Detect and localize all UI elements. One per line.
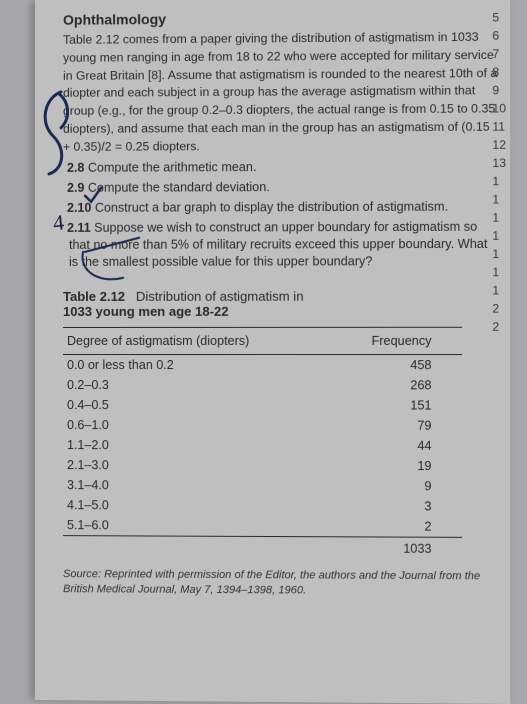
table-total-row: 1033 xyxy=(63,535,462,558)
margin-num: 1 xyxy=(492,281,506,299)
cell-freq: 44 xyxy=(330,435,462,455)
cell-range: 3.1–4.0 xyxy=(63,475,330,496)
table-header-row: Degree of astigmatism (diopters) Frequen… xyxy=(63,327,462,354)
cell-freq: 268 xyxy=(330,375,462,395)
cell-empty xyxy=(63,535,330,558)
question-number: 2.10 xyxy=(67,200,91,214)
question-text: Compute the standard deviation. xyxy=(88,180,270,195)
cell-freq: 2 xyxy=(330,516,462,537)
question-text: Compute the arithmetic mean. xyxy=(88,160,256,175)
cell-freq: 151 xyxy=(330,395,462,415)
source-text: Reprinted with permission of the Editor,… xyxy=(63,568,480,596)
table-label: Table 2.12 xyxy=(63,288,125,303)
source-label: Source: xyxy=(63,568,101,580)
question-text: Construct a bar graph to display the dis… xyxy=(95,199,448,214)
question-number: 2.8 xyxy=(67,160,84,174)
margin-num: 7 xyxy=(492,45,506,63)
astigmatism-table: Degree of astigmatism (diopters) Frequen… xyxy=(63,326,462,558)
table-row: 2.1–3.019 xyxy=(63,455,462,476)
margin-num: 10 xyxy=(492,99,506,117)
margin-num: 2 xyxy=(492,318,506,336)
margin-num: 11 xyxy=(492,117,506,135)
col-header-freq: Frequency xyxy=(330,327,462,354)
cell-freq: 79 xyxy=(330,415,462,435)
margin-num: 1 xyxy=(492,245,506,263)
cell-freq: 9 xyxy=(330,475,462,496)
table-row: 0.2–0.3268 xyxy=(63,375,462,395)
cell-range: 1.1–2.0 xyxy=(63,435,330,456)
table-subtitle: 1033 young men age 18-22 xyxy=(63,303,500,318)
question-item: 2.8 Compute the arithmetic mean. xyxy=(69,158,500,177)
intro-paragraph: Table 2.12 comes from a paper giving the… xyxy=(63,29,500,157)
question-number: 2.11 xyxy=(67,220,91,234)
question-text: Suppose we wish to construct an upper bo… xyxy=(69,219,487,268)
cell-total: 1033 xyxy=(330,536,462,558)
cell-range: 5.1–6.0 xyxy=(63,515,330,537)
total-value: 1033 xyxy=(403,541,431,555)
margin-num: 13 xyxy=(492,154,506,172)
margin-number-column: 5 6 7 8 9 10 11 12 13 1 1 1 1 1 1 1 2 2 xyxy=(492,8,506,336)
question-item: 2.10 Construct a bar graph to display th… xyxy=(69,198,500,217)
margin-num: 1 xyxy=(492,172,506,190)
table-row: 3.1–4.09 xyxy=(63,475,462,496)
table-source: Source: Reprinted with permission of the… xyxy=(63,567,500,600)
section-heading: Ophthalmology xyxy=(63,8,500,27)
margin-num: 12 xyxy=(492,136,506,154)
cell-range: 0.4–0.5 xyxy=(63,395,330,415)
margin-num: 8 xyxy=(492,63,506,81)
table-caption: Table 2.12 Distribution of astigmatism i… xyxy=(63,288,500,304)
table-row: 0.6–1.079 xyxy=(63,415,462,436)
cell-range: 0.0 or less than 0.2 xyxy=(63,354,330,375)
cell-freq: 458 xyxy=(330,354,462,375)
cell-range: 0.2–0.3 xyxy=(63,375,330,395)
question-list: 2.8 Compute the arithmetic mean. 2.9 Com… xyxy=(63,158,500,271)
margin-num: 1 xyxy=(492,263,506,281)
table-row: 0.0 or less than 0.2458 xyxy=(63,354,462,375)
margin-num: 1 xyxy=(492,208,506,226)
cell-range: 0.6–1.0 xyxy=(63,415,330,436)
cell-range: 4.1–5.0 xyxy=(63,495,330,516)
margin-num: 6 xyxy=(492,26,506,44)
question-item: 2.11 Suppose we wish to construct an upp… xyxy=(69,218,500,270)
question-number: 2.9 xyxy=(67,180,84,194)
table-row: 4.1–5.03 xyxy=(63,495,462,517)
table-title-text: Distribution of astigmatism in xyxy=(136,288,304,303)
cell-range: 2.1–3.0 xyxy=(63,455,330,476)
page: 5 6 7 8 9 10 11 12 13 1 1 1 1 1 1 1 2 2 … xyxy=(35,0,510,704)
margin-num: 1 xyxy=(492,190,506,208)
margin-num: 1 xyxy=(492,227,506,245)
margin-num: 2 xyxy=(492,299,506,317)
col-header-range: Degree of astigmatism (diopters) xyxy=(63,327,330,354)
cell-freq: 3 xyxy=(330,496,462,517)
table-row: 5.1–6.02 xyxy=(63,515,462,537)
margin-num: 5 xyxy=(492,8,506,26)
table-row: 0.4–0.5151 xyxy=(63,395,462,416)
margin-num: 9 xyxy=(492,81,506,99)
table-row: 1.1–2.044 xyxy=(63,435,462,456)
question-item: 2.9 Compute the standard deviation. xyxy=(69,178,500,197)
cell-freq: 19 xyxy=(330,455,462,476)
